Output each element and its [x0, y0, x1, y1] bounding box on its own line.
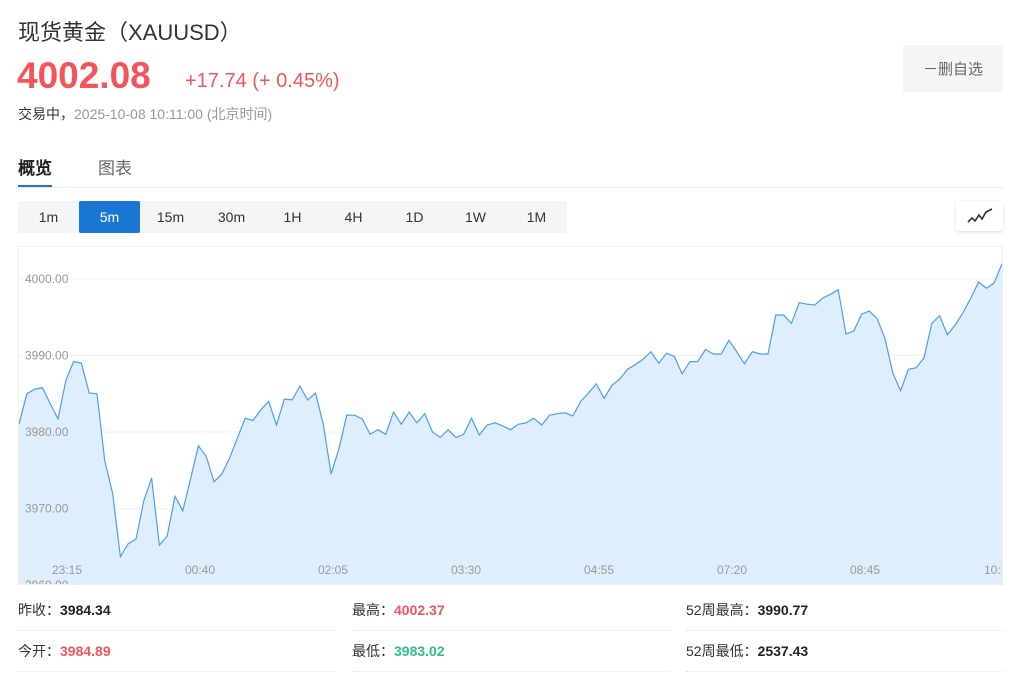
stat-row: 最低：3983.02 — [352, 631, 670, 672]
divider — [18, 187, 1003, 188]
stat-value: 2537.43 — [757, 643, 809, 659]
x-tick-label: 02:05 — [318, 563, 348, 577]
price-chart-svg: 4000.00 3990.00 3980.00 3970.00 3960.0023:15… — [19, 263, 1003, 585]
stat-row: 52周最低：2537.43 — [686, 631, 1004, 672]
stat-label: 昨收： — [18, 602, 60, 618]
x-tick-label: 10:10 — [984, 563, 1003, 577]
period-15m[interactable]: 15m — [156, 209, 185, 225]
period-1D[interactable]: 1D — [405, 209, 424, 225]
x-tick-label: 03:30 — [451, 563, 481, 577]
y-tick-label: 3970.00 — [25, 502, 69, 516]
x-tick-label: 08:45 — [850, 563, 880, 577]
stat-value: 3984.34 — [60, 602, 111, 618]
stat-row: 今开：3984.89 — [18, 631, 336, 672]
x-tick-label: 07:20 — [717, 563, 747, 577]
stats-col-3: 52周最高：3990.77 52周最低：2537.43 — [686, 590, 1004, 672]
page-title: 现货黄金（XAUUSD） — [18, 20, 242, 45]
remove-watchlist-button[interactable]: －删自选 — [903, 45, 1003, 92]
x-tick-label: 23:15 — [52, 563, 82, 577]
price-change: +17.74 (+ 0.45%) — [185, 70, 340, 92]
stat-row: 昨收：3984.34 — [18, 590, 336, 631]
y-tick-label: 3990.00 — [25, 349, 69, 363]
tab-chart[interactable]: 图表 — [98, 159, 132, 178]
datetime: 2025-10-08 10:11:00 — [74, 106, 203, 122]
period-5m[interactable]: 5m — [79, 201, 140, 233]
price-line — [19, 263, 1002, 559]
stat-value: 3983.02 — [394, 643, 445, 659]
stat-label: 最高： — [352, 602, 394, 618]
status-text: 交易中， — [18, 106, 74, 122]
stat-label: 最低： — [352, 643, 394, 659]
stats-col-2: 最高：4002.37 最低：3983.02 — [352, 590, 670, 672]
period-1m[interactable]: 1m — [38, 209, 59, 225]
chart-type-button[interactable] — [956, 201, 1003, 231]
timezone: (北京时间) — [206, 106, 273, 122]
line-chart-icon — [966, 208, 992, 223]
stat-value: 3984.89 — [60, 643, 111, 659]
y-tick-label: 3980.00 — [25, 425, 69, 439]
stat-row: 52周最高：3990.77 — [686, 590, 1004, 631]
stat-value: 3990.77 — [757, 602, 809, 618]
period-selector: 1m 5m 15m 30m 1H 4H 1D 1W 1M — [18, 201, 567, 233]
stat-label: 52周最高： — [686, 602, 758, 618]
stats-col-1: 昨收：3984.34 今开：3984.89 — [18, 590, 336, 672]
stat-value: 4002.37 — [394, 602, 445, 618]
stat-row: 最高：4002.37 — [352, 590, 670, 631]
period-1M[interactable]: 1M — [526, 209, 547, 225]
trading-status: 交易中，2025-10-08 10:11:00 (北京时间) — [18, 104, 272, 124]
tab-overview[interactable]: 概览 — [18, 154, 52, 187]
y-tick-label: 4000.00 — [25, 272, 69, 286]
stat-label: 今开： — [18, 643, 60, 659]
price-area — [19, 263, 1002, 584]
period-1H[interactable]: 1H — [283, 209, 302, 225]
stat-label: 52周最低： — [686, 643, 758, 659]
price-chart[interactable]: 4000.00 3990.00 3980.00 3970.00 3960.00 23:15… — [18, 246, 1003, 585]
period-4H[interactable]: 4H — [344, 209, 363, 225]
period-30m[interactable]: 30m — [217, 209, 246, 225]
current-price: 4002.08 — [17, 55, 151, 96]
x-tick-label: 04:55 — [584, 563, 614, 577]
period-1W[interactable]: 1W — [465, 209, 486, 225]
x-tick-label: 00:40 — [185, 563, 215, 577]
y-tick-label: 3960.00 — [25, 578, 69, 585]
